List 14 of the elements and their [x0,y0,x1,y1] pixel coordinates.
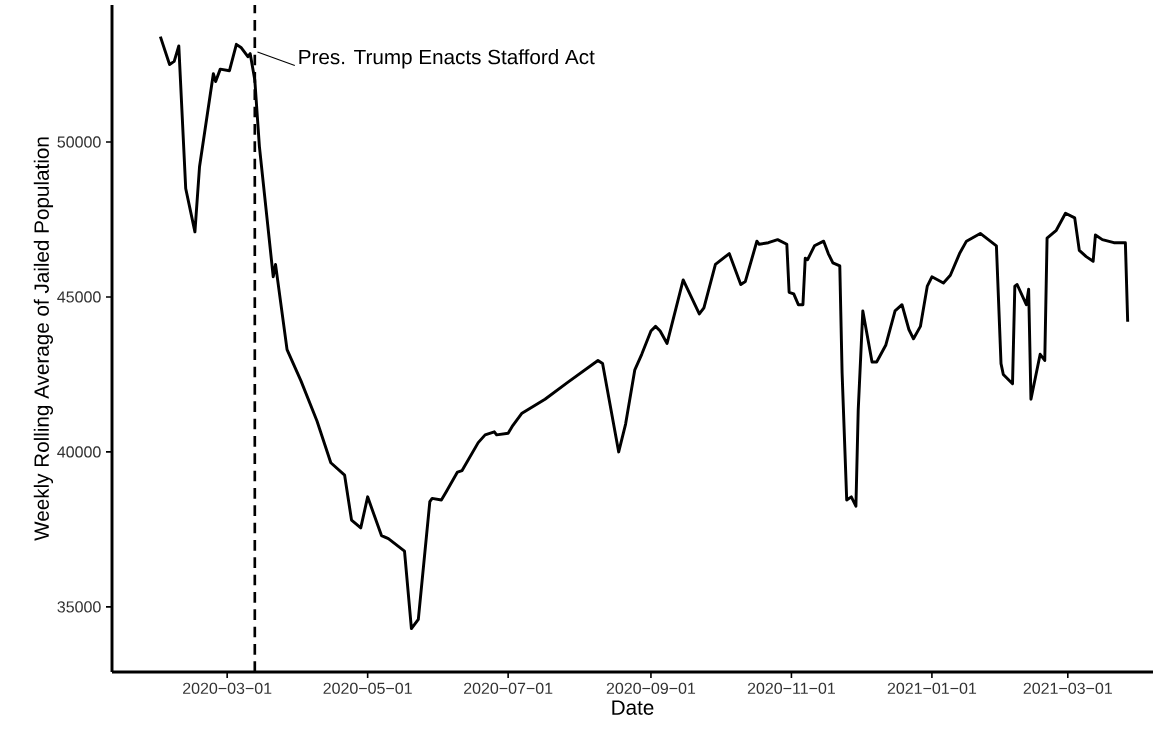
x-tick-label: 2020−05−01 [323,682,412,695]
x-tick-label: 2020−11−01 [747,682,835,695]
y-tick-label: 40000 [57,446,101,458]
x-axis-title: Date [612,700,654,715]
y-axis-title: Weekly Rolling Average of Jailed Population [33,137,54,541]
x-tick-label: 2020−07−01 [464,682,553,695]
x-tick-label: 2021−01−01 [887,682,977,695]
y-tick-label: 45000 [57,291,101,303]
y-tick-label: 35000 [57,601,101,613]
x-tick-label: 2020−09−01 [606,682,696,695]
x-tick-label: 2021−03−01 [1023,682,1112,695]
annotation: Pres. Trump Enacts Stafford Act [299,49,595,69]
x-tick-label: 2020−03−01 [183,682,272,695]
y-tick-label: 50000 [57,136,101,148]
